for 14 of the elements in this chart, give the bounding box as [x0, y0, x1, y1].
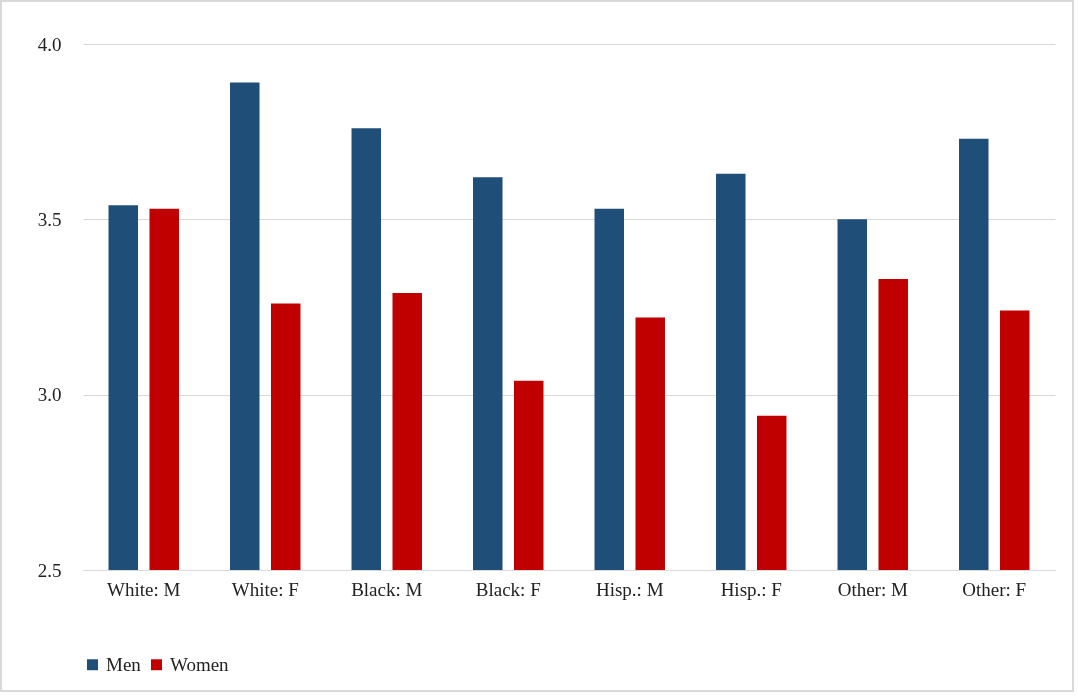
x-tick-label: Other: F [962, 578, 1027, 600]
legend-label: Women [170, 653, 230, 675]
x-tick-label: White: F [231, 578, 299, 600]
x-tick-label: Black: M [351, 578, 423, 600]
y-tick-label: 4.0 [37, 33, 62, 55]
y-tick-label: 3.0 [37, 384, 62, 406]
x-tick-label: Black: F [475, 578, 541, 600]
y-tick-label: 3.5 [37, 208, 62, 230]
x-tick-label: Hisp.: M [595, 578, 664, 600]
x-tick-label: White: M [107, 578, 181, 600]
x-tick-label: Hisp.: F [720, 578, 782, 600]
y-tick-label: 2.5 [37, 559, 62, 581]
x-tick-label: Other: M [837, 578, 908, 600]
legend-label: Men [106, 653, 142, 675]
